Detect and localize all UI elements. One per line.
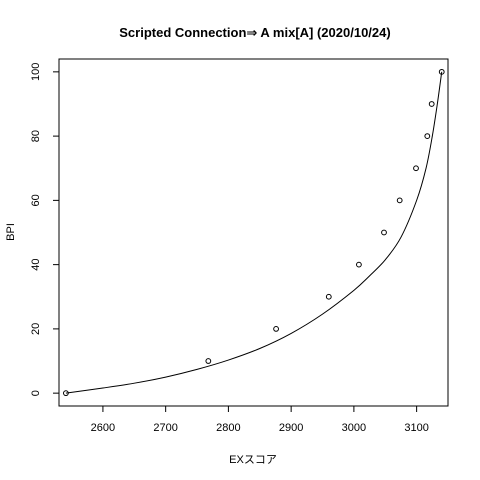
x-tick-label: 2600 <box>91 422 115 434</box>
data-point <box>438 68 445 75</box>
x-tick-label: 3100 <box>404 422 428 434</box>
data-point <box>325 293 332 300</box>
y-axis: 0 20 40 60 80 100 <box>30 63 60 396</box>
y-tick-label: 40 <box>30 259 42 271</box>
data-point <box>356 261 362 268</box>
data-point <box>63 390 69 397</box>
x-axis-label: EXスコア <box>229 454 277 466</box>
x-axis: 2600 2700 2800 2900 3000 3100 <box>91 405 429 434</box>
x-tick-label: 2700 <box>153 422 177 434</box>
x-tick-label: 2800 <box>216 422 240 434</box>
data-point <box>413 165 419 172</box>
y-tick-label: 100 <box>30 63 42 81</box>
data-point <box>424 133 431 140</box>
y-tick-label: 80 <box>30 130 42 142</box>
y-tick-label: 60 <box>30 194 42 206</box>
fit-curve <box>65 71 443 394</box>
data-point <box>381 229 387 236</box>
x-tick-label: 2900 <box>279 422 303 434</box>
y-axis-label: BPI <box>5 223 17 241</box>
chart-title: Scripted Connection⇒ A mix[A] (2020/10/2… <box>119 25 390 40</box>
data-point <box>396 197 403 204</box>
data-point <box>273 325 279 332</box>
data-points <box>63 68 445 397</box>
data-point <box>428 101 435 107</box>
x-tick-label: 3000 <box>342 422 366 434</box>
y-tick-label: 0 <box>30 390 42 396</box>
data-point <box>205 358 212 364</box>
y-tick-label: 20 <box>30 323 42 335</box>
